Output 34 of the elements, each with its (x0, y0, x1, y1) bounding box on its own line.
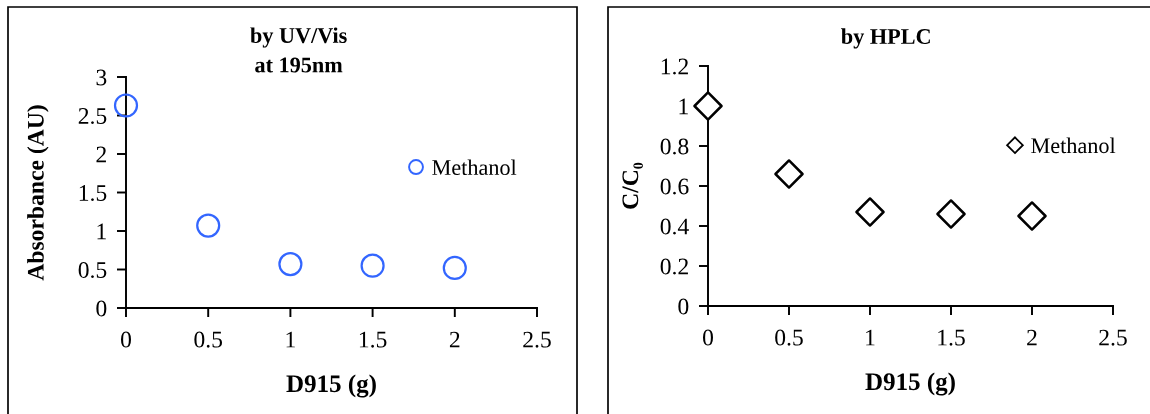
x-tick-label: 0.5 (194, 331, 223, 348)
x-tick-label: 1 (286, 331, 295, 348)
x-axis-title: D915 (g) (865, 372, 955, 396)
y-tick-label: 0.2 (660, 258, 688, 275)
y-tick-label: 2.5 (78, 108, 107, 125)
y-tick-label: 0 (96, 300, 107, 317)
y-tick-label: 0 (678, 298, 689, 315)
x-tick-label: 0 (703, 329, 713, 346)
chart-title: by HPLC (841, 28, 930, 49)
x-tick-label: 0.5 (775, 329, 803, 346)
y-tick-label: 1 (679, 98, 688, 115)
y-tick-label: 1.2 (661, 58, 688, 75)
x-axis-title: D915 (g) (286, 374, 376, 398)
y-tick-label: 3 (96, 69, 107, 86)
legend-label: Methanol (1031, 137, 1116, 154)
x-tick-label: 1.5 (359, 331, 387, 348)
y-tick-label: 0.6 (660, 178, 689, 195)
x-tick-label: 0 (121, 331, 131, 348)
x-tick-label: 2.5 (523, 331, 551, 348)
y-axis-title: Absorbance (AU) (27, 105, 49, 281)
x-tick-label: 1.5 (938, 329, 965, 346)
legend-label: Methanol (432, 159, 517, 176)
y-tick-label: 1.5 (79, 185, 107, 202)
y-tick-label: 2 (96, 146, 106, 163)
y-tick-label: 0.4 (660, 218, 689, 235)
y-axis-title: C/C₀ (622, 162, 643, 209)
x-tick-label: 2.5 (1099, 329, 1127, 346)
chart-title: by UV/Vis at 195nm (250, 27, 347, 73)
x-tick-label: 2 (1027, 329, 1037, 346)
y-tick-label: 0.5 (78, 261, 107, 279)
y-tick-label: 0.8 (660, 138, 689, 155)
x-tick-label: 1 (866, 329, 875, 346)
y-tick-label: 1 (97, 223, 106, 240)
x-tick-label: 2 (449, 331, 460, 348)
